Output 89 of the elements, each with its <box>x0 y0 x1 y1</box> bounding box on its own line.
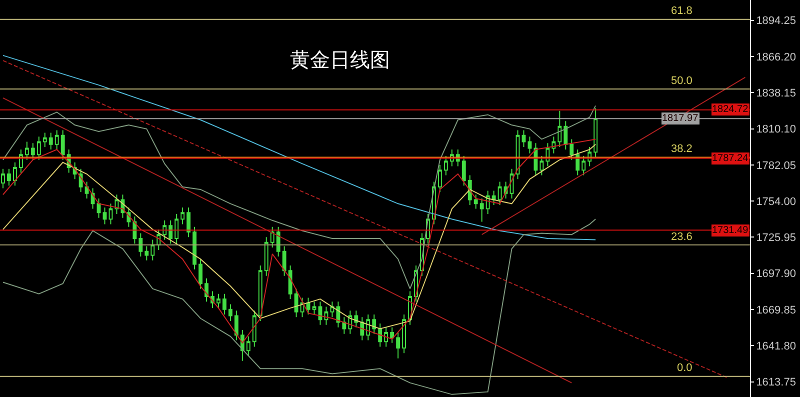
ref-line-label: 1824.72 <box>712 104 749 115</box>
annotation: 0.0 <box>677 362 692 374</box>
candlestick <box>528 136 532 154</box>
candlestick <box>162 220 167 240</box>
candlestick <box>60 130 65 160</box>
candlestick <box>390 326 394 344</box>
annotation: 38.2 <box>671 143 692 155</box>
candlestick <box>558 110 562 148</box>
candlestick <box>186 207 191 238</box>
candlestick <box>522 130 526 148</box>
candlestick <box>13 162 17 186</box>
candlestick <box>204 278 208 302</box>
candlestick <box>396 332 400 359</box>
candlestick <box>384 326 388 348</box>
candlestick <box>354 310 358 328</box>
candlestick <box>270 226 274 248</box>
candlestick <box>402 314 406 354</box>
candlestick <box>174 213 179 244</box>
candlestick <box>36 136 41 160</box>
candlestick <box>474 194 478 210</box>
candlestick <box>312 301 316 316</box>
y-tick-label: 1782.05 <box>756 160 796 172</box>
y-tick-label: 1697.90 <box>756 268 796 280</box>
y-tick-label: 1641.80 <box>756 340 796 353</box>
candlestick <box>78 168 83 193</box>
candlestick <box>246 336 250 356</box>
candlestick <box>330 301 334 318</box>
candlestick <box>30 142 35 160</box>
annotation: 23.6 <box>671 231 692 243</box>
candlestick <box>540 155 544 176</box>
ref-line-label: 1787.24 <box>712 153 749 164</box>
candlestick <box>180 207 185 225</box>
candlestick <box>252 310 256 348</box>
line-series <box>2 105 596 290</box>
candlestick <box>102 207 107 225</box>
candlestick <box>564 120 568 150</box>
candlestick <box>438 164 442 193</box>
candlestick <box>18 149 23 174</box>
candlestick <box>234 310 238 341</box>
text: 黄金日线图 <box>290 48 390 72</box>
candlestick <box>7 168 11 186</box>
candlestick <box>150 239 155 261</box>
candlestick <box>480 198 484 222</box>
candlestick <box>444 155 448 176</box>
candlestick <box>282 246 286 276</box>
y-tick-label: 1810.10 <box>756 124 796 136</box>
candlestick <box>276 226 280 257</box>
candlestick <box>378 323 382 348</box>
y-tick-label: 1838.15 <box>756 87 796 100</box>
candlestick <box>222 293 226 316</box>
candlestick <box>48 132 53 150</box>
candlestick <box>96 198 101 218</box>
y-tick-label: 1613.75 <box>756 376 796 389</box>
candlestick <box>570 138 574 160</box>
candlestick <box>168 220 173 244</box>
candlestick <box>576 149 580 176</box>
candlestick <box>492 190 496 206</box>
y-tick-label: 1669.85 <box>756 304 796 316</box>
candlestick <box>546 142 550 167</box>
candlestick <box>294 288 298 318</box>
candlestick <box>42 132 47 148</box>
candlestick <box>498 181 502 206</box>
line-series <box>2 218 596 395</box>
annotation: 61.8 <box>671 5 692 17</box>
candlestick <box>462 155 466 186</box>
candlestick <box>228 304 232 322</box>
candlestick <box>192 226 196 270</box>
candlestick <box>216 293 220 309</box>
ref-line-label: 1731.49 <box>712 225 749 236</box>
candlestick <box>594 108 598 158</box>
candlestick <box>342 316 346 334</box>
candlestick <box>264 236 268 276</box>
y-tick-label: 1894.25 <box>756 15 796 28</box>
candlestick <box>258 265 262 322</box>
candlestick <box>144 246 149 261</box>
ref-line-label: 1817.97 <box>662 113 699 124</box>
candlestick <box>84 181 89 199</box>
candlestick <box>138 232 143 257</box>
y-tick-label: 1754.00 <box>756 196 796 208</box>
candlestick <box>24 141 29 160</box>
candlestick <box>288 265 292 300</box>
candlestick <box>108 203 113 225</box>
annotation: 50.0 <box>671 75 692 87</box>
candlestick <box>198 258 202 290</box>
candlestick <box>582 155 586 176</box>
y-tick-label: 1866.20 <box>756 51 796 64</box>
candlestick <box>372 314 376 334</box>
y-tick-label: 1725.95 <box>756 232 796 244</box>
candlestick <box>54 130 59 150</box>
